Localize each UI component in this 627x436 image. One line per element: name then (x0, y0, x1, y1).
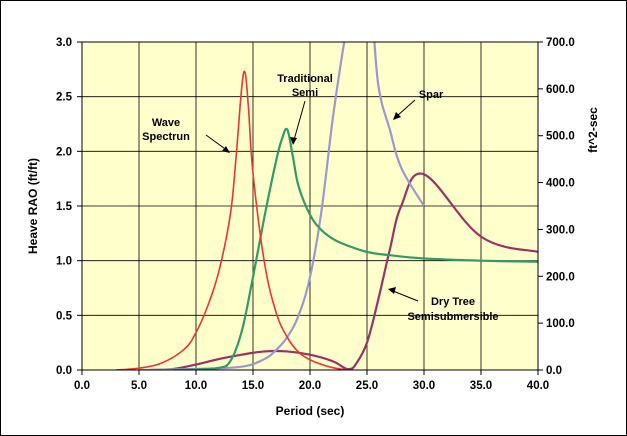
annotation-wave-arrowhead (222, 146, 230, 153)
series-line-spar (138, 42, 425, 370)
y2-tick-label: 400.0 (546, 178, 575, 190)
x-tick-label: 20.0 (299, 380, 321, 392)
y-tick-label: 2.0 (56, 146, 72, 158)
y2-tick-label: 700.0 (546, 37, 575, 49)
y-axis-left: 0.0 0.5 1.0 1.5 2.0 2.5 3.0 (56, 37, 82, 377)
y-tick-label: 3.0 (56, 37, 72, 49)
y2-tick-label: 600.0 (546, 84, 575, 96)
x-tick-label: 10.0 (185, 380, 207, 392)
x-tick-label: 5.0 (131, 380, 147, 392)
annotation-traditional-semi: Traditional Semi (277, 73, 333, 145)
y2-axis-label: ft^2-sec (586, 107, 600, 153)
y2-tick-label: 500.0 (546, 131, 575, 143)
x-tick-label: 15.0 (242, 380, 264, 392)
annotation-spar-line1: Spar (419, 89, 444, 101)
x-tick-label: 25.0 (356, 380, 378, 392)
annotation-spar-arrow (396, 99, 416, 117)
x-tick-label: 30.0 (413, 380, 435, 392)
annotation-dry-arrowhead (388, 287, 396, 294)
annotation-spar-arrowhead (393, 112, 401, 120)
annotation-semi-line2: Semi (292, 87, 318, 99)
annotation-dry-line1: Dry Tree (431, 296, 475, 308)
y-tick-label: 2.5 (56, 92, 73, 104)
annotation-dry-tree: Dry Tree Semisubmersible (388, 287, 499, 323)
series-line-wave-spectrun (116, 70, 350, 370)
y-tick-label: 0.5 (56, 310, 73, 322)
annotation-wave-spectrum: Wave Spectrun (142, 117, 230, 153)
series-line-dry-tree-semisubmersible (150, 172, 538, 370)
x-axis-label: Period (sec) (276, 404, 345, 418)
x-axis: 0.0 5.0 10.0 15.0 20.0 25.0 30.0 35.0 40.0 (74, 370, 549, 392)
y-axis-right: 0.0 100.0 200.0 300.0 400.0 500.0 600.0 700.0 (538, 37, 575, 377)
series-group (116, 42, 538, 370)
series-line-traditional-semi (173, 127, 538, 370)
annotation-semi-arrow (293, 100, 306, 141)
y-tick-label: 1.5 (56, 201, 73, 213)
annotation-dry-line2: Semisubmersible (407, 311, 498, 323)
y-tick-label: 1.0 (56, 256, 72, 268)
annotation-wave-line2: Spectrun (142, 131, 190, 143)
y2-tick-label: 200.0 (546, 271, 575, 283)
y-axis-label: Heave RAO (ft/ft) (26, 158, 40, 254)
x-tick-label: 35.0 (470, 380, 492, 392)
annotation-spar: Spar (393, 89, 444, 120)
y-tick-label: 0.0 (56, 365, 72, 377)
x-tick-label: 40.0 (527, 380, 549, 392)
y2-tick-label: 300.0 (546, 224, 575, 236)
x-tick-label: 0.0 (74, 380, 90, 392)
annotation-semi-line1: Traditional (277, 73, 333, 85)
annotation-wave-line1: Wave (152, 117, 180, 129)
y2-tick-label: 0.0 (546, 365, 562, 377)
annotation-semi-arrowhead (290, 137, 297, 145)
y2-tick-label: 100.0 (546, 318, 575, 330)
annotation-dry-arrow (392, 290, 419, 302)
